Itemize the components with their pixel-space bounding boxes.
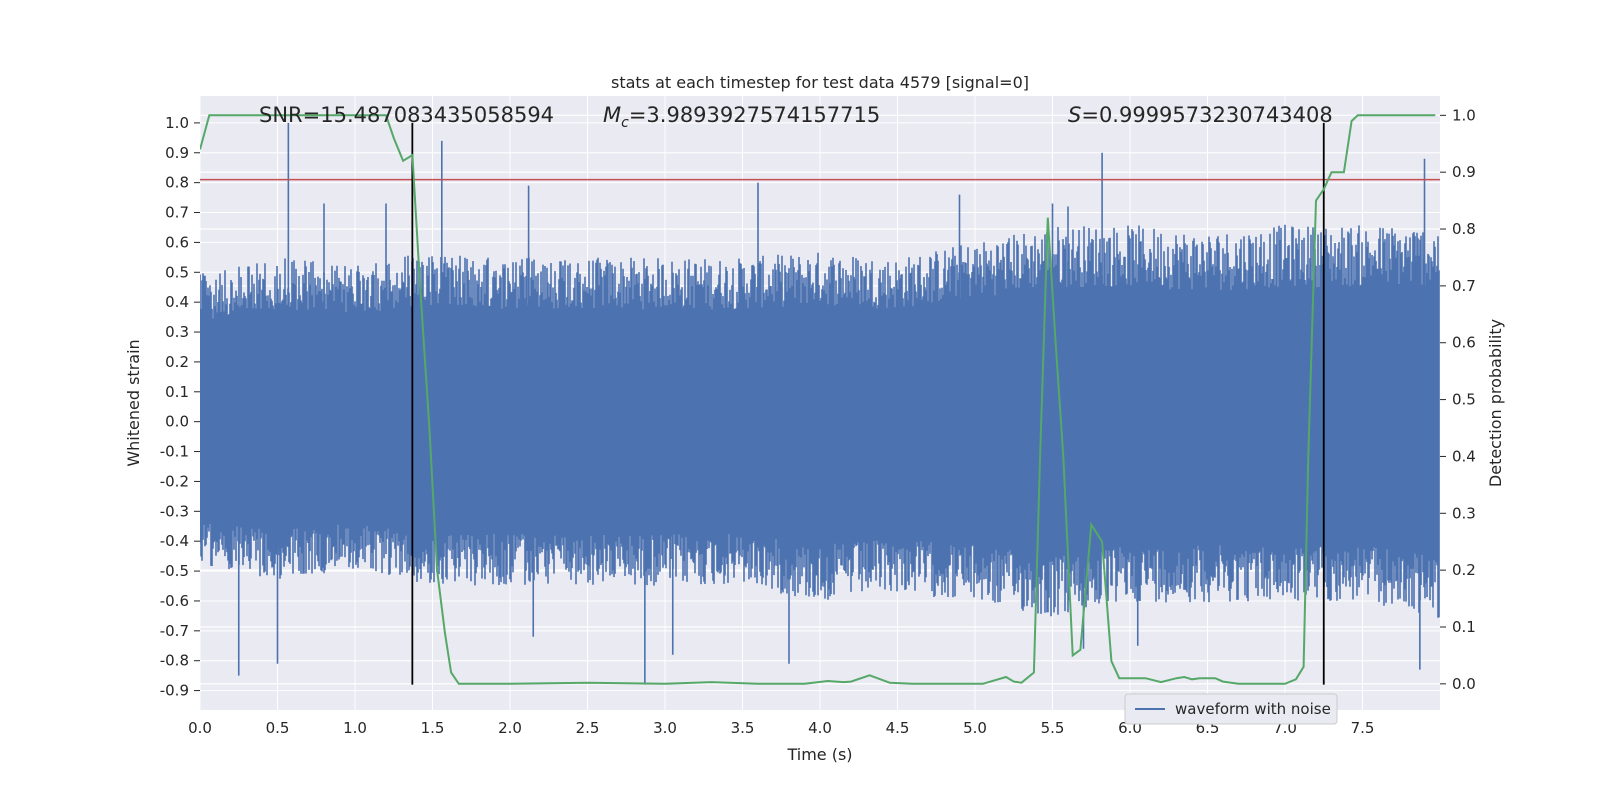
x-tick-label: 3.5 bbox=[731, 719, 755, 737]
x-tick-label: 7.5 bbox=[1351, 719, 1375, 737]
y-tick-label: -0.9 bbox=[160, 682, 189, 700]
x-tick-label: 5.5 bbox=[1041, 719, 1065, 737]
y2-tick-label: 0.1 bbox=[1452, 618, 1476, 636]
y-axis-label: Whitened strain bbox=[124, 339, 143, 466]
y2-tick-label: 0.0 bbox=[1452, 675, 1476, 693]
y-tick-label: -0.8 bbox=[160, 652, 189, 670]
y-tick-label: -0.7 bbox=[160, 622, 189, 640]
math-symbol: S bbox=[1068, 103, 1081, 127]
x-tick-label: 3.0 bbox=[653, 719, 677, 737]
waveform-line bbox=[200, 224, 1440, 618]
annotation-value: =0.9999573230743408 bbox=[1081, 103, 1332, 127]
x-tick-label: 5.0 bbox=[963, 719, 987, 737]
x-tick-label: 2.0 bbox=[498, 719, 522, 737]
math-subscript: c bbox=[621, 115, 629, 131]
y2-tick-label: 0.2 bbox=[1452, 561, 1476, 579]
y-tick-label: 0.0 bbox=[165, 413, 189, 431]
y2-axis-label: Detection probability bbox=[1486, 319, 1505, 487]
y2-tick-labels: 1.0 0.9 0.8 0.7 0.6 0.5 0.4 0.3 0.2 0.1 0.0 bbox=[1440, 106, 1476, 693]
annotation-value: =3.9893927574157715 bbox=[629, 103, 880, 127]
annotation-text: Mc=3.9893927574157715 bbox=[603, 103, 880, 131]
y-tick-label: 0.2 bbox=[165, 353, 189, 371]
legend-box bbox=[1124, 693, 1338, 725]
x-tick-label: 2.5 bbox=[576, 719, 600, 737]
chart-title: stats at each timestep for test data 457… bbox=[611, 73, 1029, 92]
y-tick-label: 0.3 bbox=[165, 323, 189, 341]
x-tick-label: 4.5 bbox=[886, 719, 910, 737]
y-tick-label: 0.7 bbox=[165, 204, 189, 222]
y-tick-label: 0.6 bbox=[165, 233, 189, 251]
y-tick-label: 0.5 bbox=[165, 263, 189, 281]
x-axis-label: Time (s) bbox=[786, 745, 852, 764]
y-tick-label: -0.3 bbox=[160, 502, 189, 520]
y-tick-label: -0.1 bbox=[160, 443, 189, 461]
y-tick-label: -0.6 bbox=[160, 592, 189, 610]
x-tick-label: 0.0 bbox=[188, 719, 212, 737]
y2-tick-label: 0.6 bbox=[1452, 334, 1476, 352]
waveform-series bbox=[200, 122, 1440, 685]
legend: waveform with noise bbox=[1124, 693, 1338, 725]
annotations: SNR=15.487083435058594 Mc=3.9893927574157… bbox=[259, 103, 1333, 131]
y-tick-label: 0.1 bbox=[165, 383, 189, 401]
y-tick-label: 0.8 bbox=[165, 174, 189, 192]
y-tick-label: -0.5 bbox=[160, 562, 189, 580]
annotation-text: SNR=15.487083435058594 bbox=[259, 103, 554, 127]
y-tick-label: -0.2 bbox=[160, 472, 189, 490]
y-tick-label: 0.4 bbox=[165, 293, 189, 311]
y2-tick-label: 0.9 bbox=[1452, 163, 1476, 181]
detection-probability-line bbox=[200, 114, 1436, 685]
y2-tick-label: 0.8 bbox=[1452, 220, 1476, 238]
x-tick-label: 1.5 bbox=[421, 719, 445, 737]
x-tick-label: 0.5 bbox=[266, 719, 290, 737]
y2-tick-label: 0.4 bbox=[1452, 447, 1476, 465]
annotation-text: S=0.9999573230743408 bbox=[1068, 103, 1333, 127]
legend-label: waveform with noise bbox=[1175, 700, 1331, 718]
x-tick-label: 4.0 bbox=[808, 719, 832, 737]
y2-tick-label: 0.7 bbox=[1452, 277, 1476, 295]
y-tick-label: -0.4 bbox=[160, 532, 189, 550]
math-symbol: M bbox=[603, 103, 621, 127]
y-tick-label: 1.0 bbox=[165, 114, 189, 132]
y-tick-label: 0.9 bbox=[165, 144, 189, 162]
y2-tick-label: 1.0 bbox=[1452, 106, 1476, 124]
y2-tick-label: 0.3 bbox=[1452, 504, 1476, 522]
y-tick-labels: 1.0 0.9 0.8 0.7 0.6 0.5 0.4 0.3 0.2 0.1 0.0 -0.1 -0.… bbox=[160, 114, 200, 700]
x-tick-label: 1.0 bbox=[343, 719, 367, 737]
vertical-markers bbox=[411, 122, 1325, 685]
y2-tick-label: 0.5 bbox=[1452, 391, 1476, 409]
